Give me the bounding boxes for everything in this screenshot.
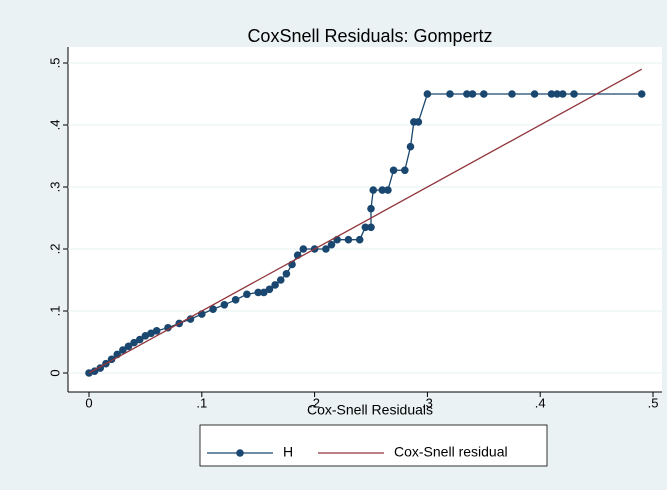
- data-point: [530, 90, 539, 98]
- data-point: [135, 335, 144, 344]
- y-tick-label: 0: [47, 369, 62, 376]
- data-point: [468, 90, 477, 98]
- data-point: [265, 285, 274, 294]
- series-line: [88, 68, 643, 374]
- data-point: [299, 245, 308, 253]
- legend: [199, 424, 548, 467]
- data-point: [260, 288, 268, 297]
- y-tick-label: .5: [47, 58, 62, 69]
- plot-area: [68, 47, 662, 392]
- data-point: [367, 223, 375, 232]
- x-tick-label: .4: [535, 395, 546, 410]
- data-point: [369, 186, 378, 194]
- data-point: [414, 118, 423, 126]
- data-point: [389, 166, 398, 175]
- data-point: [119, 346, 127, 354]
- legend-label: H: [283, 444, 293, 460]
- data-point: [186, 315, 195, 323]
- data-point: [361, 223, 370, 232]
- data-point: [480, 90, 488, 98]
- legend-marker: [236, 449, 244, 457]
- data-point: [327, 240, 336, 249]
- data-point: [271, 281, 279, 289]
- data-point: [344, 235, 353, 244]
- x-tick-label: .5: [648, 395, 659, 410]
- data-point: [401, 166, 409, 175]
- data-point: [276, 276, 285, 284]
- data-point: [220, 301, 229, 309]
- y-tick-label: .4: [47, 120, 62, 131]
- data-point: [322, 245, 330, 253]
- x-tick-label: .3: [422, 395, 433, 410]
- data-point: [384, 186, 392, 194]
- data-point: [378, 186, 387, 194]
- data-point: [558, 90, 567, 98]
- data-point: [124, 342, 133, 351]
- y-tick-label: .2: [47, 244, 62, 255]
- data-point: [423, 90, 432, 98]
- y-tick-label: .1: [47, 306, 62, 317]
- data-point: [282, 270, 291, 278]
- data-point: [209, 305, 217, 313]
- data-point: [254, 288, 262, 297]
- data-point: [152, 327, 161, 335]
- data-point: [231, 296, 240, 304]
- y-tick-label: .3: [47, 182, 62, 193]
- legend-label: Cox-Snell residual: [394, 444, 508, 460]
- data-point: [243, 290, 251, 299]
- data-point: [355, 235, 364, 244]
- data-point: [446, 90, 454, 98]
- data-point: [406, 142, 415, 151]
- data-point: [463, 90, 471, 98]
- data-point: [164, 323, 172, 332]
- x-tick-label: .2: [309, 395, 320, 410]
- data-point: [367, 204, 375, 213]
- data-point: [130, 338, 138, 347]
- data-point: [553, 90, 561, 98]
- data-point: [508, 90, 516, 98]
- data-point: [547, 90, 556, 98]
- data-point: [637, 90, 646, 98]
- x-tick-label: 0: [85, 395, 92, 410]
- data-point: [570, 90, 578, 98]
- x-tick-label: .1: [196, 395, 207, 410]
- x-axis-title: Cox-Snell Residuals: [307, 402, 433, 418]
- chart-title: CoxSnell Residuals: Gompertz: [247, 26, 492, 46]
